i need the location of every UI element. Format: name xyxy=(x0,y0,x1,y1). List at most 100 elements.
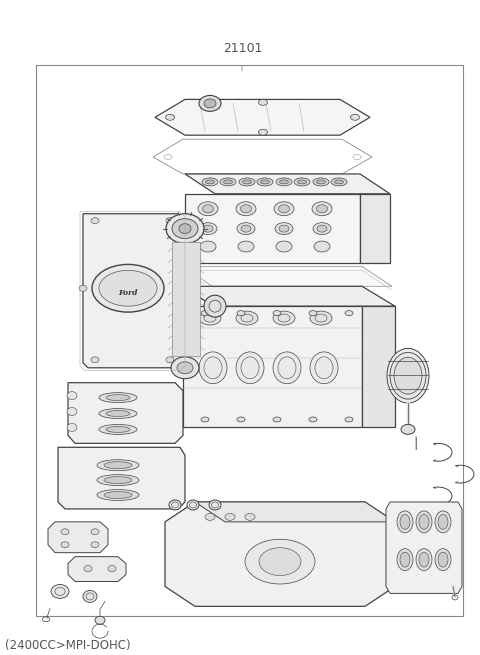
Ellipse shape xyxy=(171,357,199,379)
Ellipse shape xyxy=(187,500,199,510)
Ellipse shape xyxy=(108,566,116,572)
Ellipse shape xyxy=(401,424,415,434)
Ellipse shape xyxy=(209,500,221,510)
Ellipse shape xyxy=(345,417,353,422)
Ellipse shape xyxy=(104,462,132,469)
Ellipse shape xyxy=(298,180,307,184)
Ellipse shape xyxy=(438,552,448,567)
Polygon shape xyxy=(360,194,390,263)
Ellipse shape xyxy=(313,178,329,186)
Ellipse shape xyxy=(236,311,258,325)
Polygon shape xyxy=(58,447,185,509)
Ellipse shape xyxy=(276,241,292,252)
Ellipse shape xyxy=(242,180,252,184)
Ellipse shape xyxy=(67,392,77,400)
Ellipse shape xyxy=(435,549,451,571)
Polygon shape xyxy=(183,306,362,428)
Polygon shape xyxy=(195,502,395,522)
Ellipse shape xyxy=(314,241,330,252)
Polygon shape xyxy=(68,383,183,443)
Ellipse shape xyxy=(199,223,217,234)
Ellipse shape xyxy=(331,178,347,186)
Ellipse shape xyxy=(257,178,273,186)
Ellipse shape xyxy=(95,616,105,624)
Ellipse shape xyxy=(67,407,77,415)
Ellipse shape xyxy=(83,590,97,603)
Ellipse shape xyxy=(309,310,317,316)
Ellipse shape xyxy=(273,352,301,384)
Ellipse shape xyxy=(84,566,92,572)
Ellipse shape xyxy=(435,511,451,533)
Ellipse shape xyxy=(317,225,327,232)
Ellipse shape xyxy=(198,202,218,215)
Polygon shape xyxy=(83,214,183,368)
Ellipse shape xyxy=(312,202,332,215)
Ellipse shape xyxy=(309,417,317,422)
Ellipse shape xyxy=(335,180,344,184)
Ellipse shape xyxy=(400,514,410,529)
Polygon shape xyxy=(172,242,200,356)
Ellipse shape xyxy=(245,539,315,584)
Ellipse shape xyxy=(97,475,139,485)
Ellipse shape xyxy=(166,357,174,363)
Ellipse shape xyxy=(400,552,410,567)
Ellipse shape xyxy=(316,180,325,184)
Ellipse shape xyxy=(99,392,137,403)
Ellipse shape xyxy=(273,311,295,325)
Ellipse shape xyxy=(294,178,310,186)
Ellipse shape xyxy=(91,529,99,534)
Ellipse shape xyxy=(236,352,264,384)
Ellipse shape xyxy=(278,205,289,213)
Ellipse shape xyxy=(201,310,209,316)
Ellipse shape xyxy=(205,514,215,520)
Ellipse shape xyxy=(438,514,448,529)
Ellipse shape xyxy=(259,100,267,105)
Ellipse shape xyxy=(390,352,426,399)
Ellipse shape xyxy=(225,514,235,520)
Ellipse shape xyxy=(91,357,99,363)
Ellipse shape xyxy=(245,514,255,520)
Ellipse shape xyxy=(313,223,331,234)
Ellipse shape xyxy=(419,514,429,529)
Ellipse shape xyxy=(106,411,130,417)
Ellipse shape xyxy=(419,552,429,567)
Polygon shape xyxy=(155,100,370,135)
Ellipse shape xyxy=(220,178,236,186)
Ellipse shape xyxy=(387,348,429,403)
Ellipse shape xyxy=(106,426,130,432)
Ellipse shape xyxy=(416,511,432,533)
Ellipse shape xyxy=(97,460,139,471)
Ellipse shape xyxy=(310,352,338,384)
Ellipse shape xyxy=(179,223,191,234)
Ellipse shape xyxy=(275,223,293,234)
Ellipse shape xyxy=(350,115,360,121)
Ellipse shape xyxy=(224,180,232,184)
Ellipse shape xyxy=(237,310,245,316)
Polygon shape xyxy=(183,267,392,286)
Ellipse shape xyxy=(166,214,204,244)
Ellipse shape xyxy=(205,180,215,184)
Ellipse shape xyxy=(241,225,251,232)
Ellipse shape xyxy=(259,548,301,576)
Ellipse shape xyxy=(237,417,245,422)
Ellipse shape xyxy=(203,225,213,232)
Text: (2400CC>MPI-DOHC): (2400CC>MPI-DOHC) xyxy=(5,639,131,652)
Polygon shape xyxy=(183,286,395,306)
Ellipse shape xyxy=(172,219,198,238)
Polygon shape xyxy=(48,522,108,553)
Text: 21101: 21101 xyxy=(223,43,262,55)
Ellipse shape xyxy=(279,225,289,232)
Ellipse shape xyxy=(51,584,69,599)
Ellipse shape xyxy=(274,202,294,215)
Ellipse shape xyxy=(204,99,216,108)
Ellipse shape xyxy=(91,217,99,223)
Ellipse shape xyxy=(99,424,137,434)
Polygon shape xyxy=(386,502,462,593)
Ellipse shape xyxy=(397,511,413,533)
Ellipse shape xyxy=(104,491,132,498)
Ellipse shape xyxy=(237,223,255,234)
Polygon shape xyxy=(185,174,390,194)
Ellipse shape xyxy=(261,180,269,184)
Ellipse shape xyxy=(397,549,413,571)
Ellipse shape xyxy=(166,115,175,121)
